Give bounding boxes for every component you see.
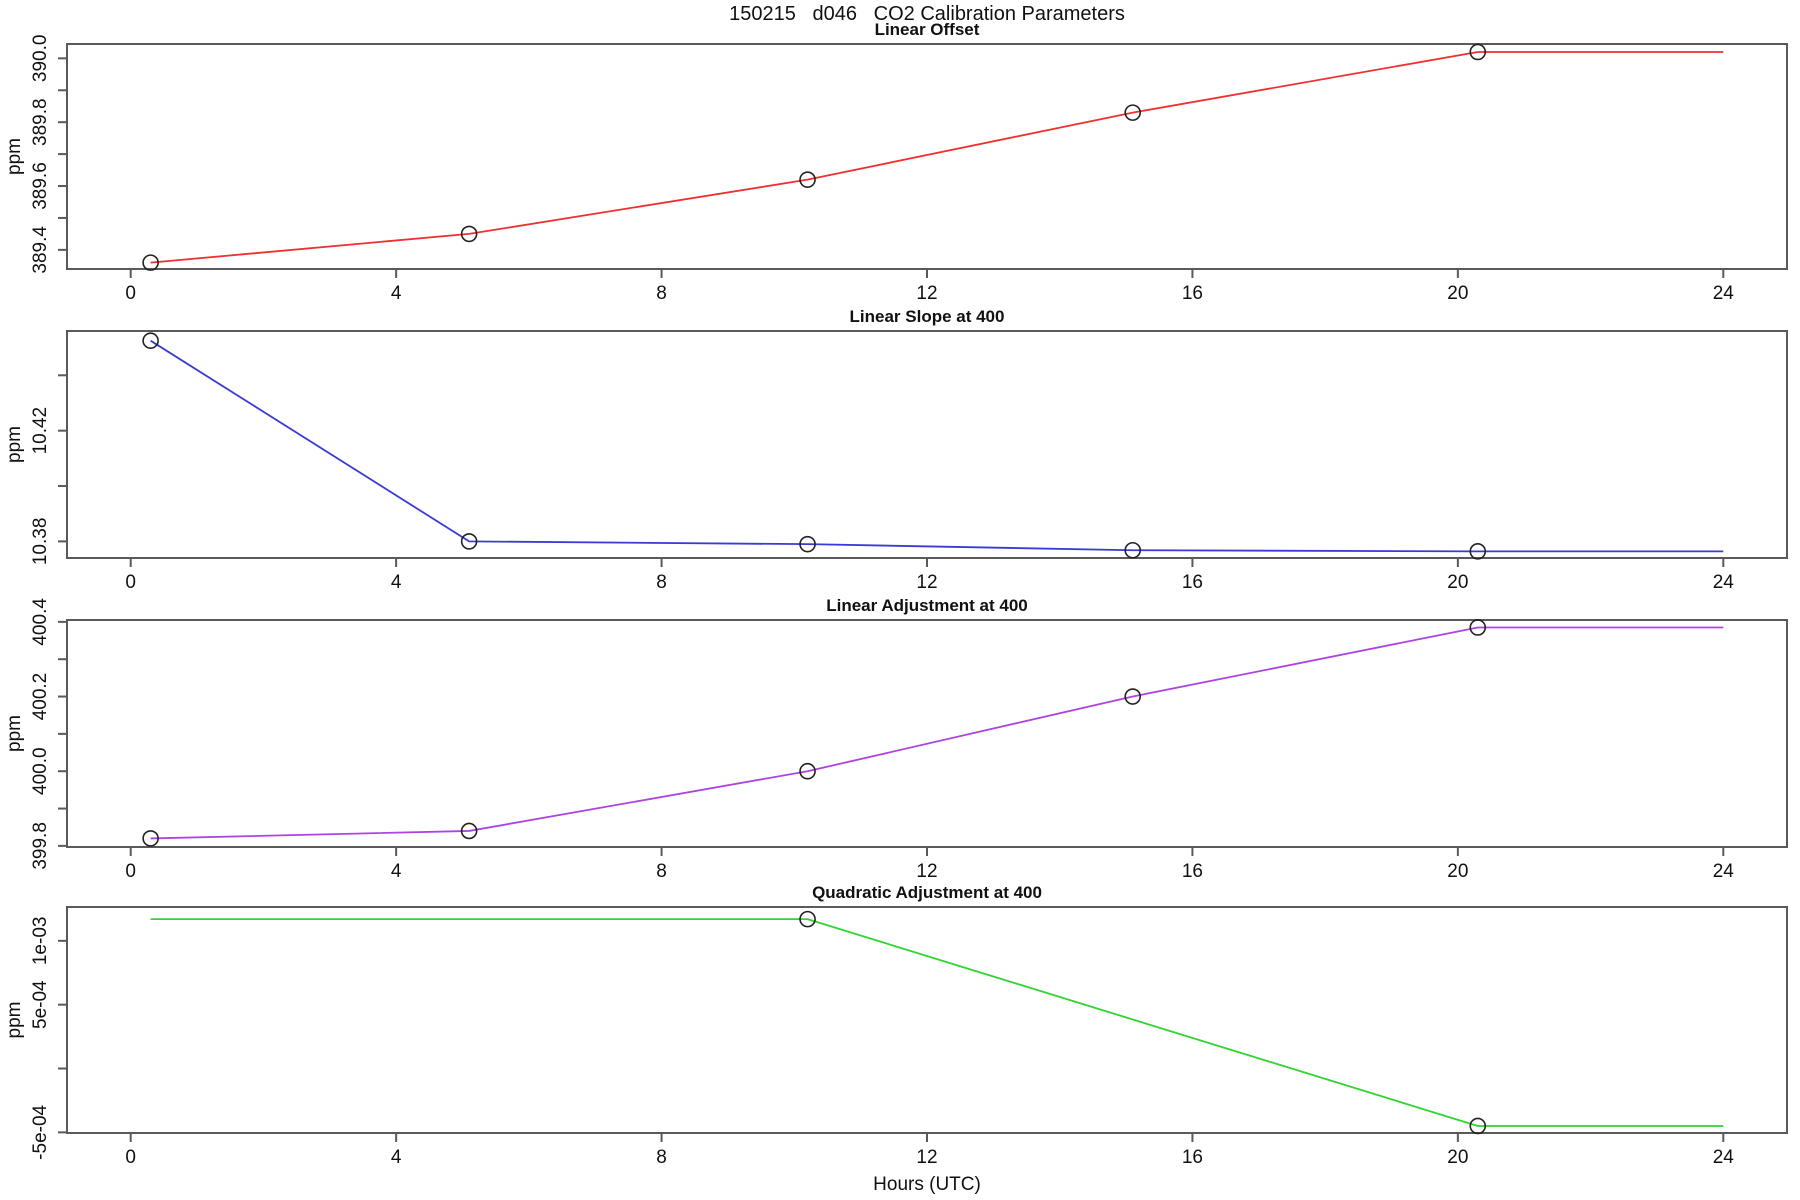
x-tick-label: 12 xyxy=(916,1147,937,1168)
x-tick-label: 24 xyxy=(1713,1147,1735,1168)
x-tick-label: 12 xyxy=(916,861,937,882)
subplot-2: 0 4 8 12 16 20 24 399.8 400.0 400.2 400.4 ppm xyxy=(4,598,1788,882)
y-axis-label: ppm xyxy=(4,1002,25,1039)
data-point-marker xyxy=(460,822,478,840)
y-tick-label: -5e-04 xyxy=(30,1104,51,1159)
x-tick-label: 4 xyxy=(391,572,402,593)
plot-border xyxy=(66,43,1788,270)
data-point-marker xyxy=(460,533,478,550)
y-axis-label: ppm xyxy=(4,426,25,463)
y-axis-label: ppm xyxy=(4,138,25,175)
subplot-title-linear-slope: Linear Slope at 400 xyxy=(849,307,1005,326)
y-tick-label: 10.42 xyxy=(30,407,51,455)
y-tick-label: 389.6 xyxy=(30,162,51,210)
x-tick-label: 20 xyxy=(1447,1147,1468,1168)
data-point-marker xyxy=(1469,43,1487,61)
data-point-marker xyxy=(1124,688,1142,705)
series-line xyxy=(150,626,1724,840)
x-tick-label: 8 xyxy=(656,1147,667,1168)
x-tick-label: 12 xyxy=(916,572,937,593)
x-tick-label: 16 xyxy=(1182,572,1203,593)
data-point-marker xyxy=(799,762,816,780)
subplot-3: 0 4 8 12 16 20 24 -5e-04 5e-04 1e-03 ppm xyxy=(4,906,1788,1168)
y-tick-label: 400.2 xyxy=(30,673,51,721)
data-point-marker xyxy=(1124,104,1142,121)
plot-border xyxy=(66,619,1788,848)
x-tick-label: 0 xyxy=(125,572,136,593)
y-tick-label: 389.8 xyxy=(30,98,51,146)
figure-title: 150215 d046 CO2 Calibration Parameters xyxy=(729,3,1125,25)
data-point-marker xyxy=(142,332,159,349)
x-tick-label: 16 xyxy=(1182,283,1203,304)
data-point-marker xyxy=(1469,543,1487,560)
plot-border xyxy=(66,330,1788,559)
x-tick-label: 20 xyxy=(1447,572,1468,593)
x-tick-label: 4 xyxy=(391,1147,402,1168)
subplot-title-quadratic-adjustment: Quadratic Adjustment at 400 xyxy=(812,883,1042,902)
x-tick-label: 16 xyxy=(1182,861,1203,882)
subplot-0: 0 4 8 12 16 20 24 389.4 389.6 389.8 390.0 ppm xyxy=(4,35,1788,304)
x-tick-label: 24 xyxy=(1713,283,1735,304)
y-tick-label: 10.38 xyxy=(30,518,51,566)
x-tick-label: 24 xyxy=(1713,572,1735,593)
data-point-marker xyxy=(1469,1117,1487,1135)
data-point-marker xyxy=(1469,619,1487,636)
x-tick-label: 0 xyxy=(125,861,136,882)
x-tick-label: 4 xyxy=(391,283,402,304)
y-tick-label: 389.4 xyxy=(30,226,51,274)
y-tick-label: 399.8 xyxy=(30,822,51,870)
y-tick-label: 400.4 xyxy=(30,598,51,646)
data-point-marker xyxy=(799,910,816,928)
x-tick-label: 8 xyxy=(656,283,667,304)
x-tick-label: 20 xyxy=(1447,283,1468,304)
x-axis-label: Hours (UTC) xyxy=(873,1174,981,1195)
data-point-marker xyxy=(460,225,478,243)
series-line xyxy=(150,339,1724,553)
x-tick-label: 4 xyxy=(391,861,402,882)
y-tick-label: 5e-04 xyxy=(30,980,51,1029)
plot-border xyxy=(66,906,1788,1134)
x-tick-label: 12 xyxy=(916,283,937,304)
data-point-marker xyxy=(1124,541,1142,559)
data-point-marker xyxy=(799,535,816,553)
x-tick-label: 16 xyxy=(1182,1147,1203,1168)
data-point-marker xyxy=(142,254,159,271)
x-tick-label: 8 xyxy=(656,572,667,593)
series-line xyxy=(150,918,1724,1127)
y-tick-label: 1e-03 xyxy=(30,917,51,966)
y-axis-label: ppm xyxy=(4,715,25,752)
series-line xyxy=(150,51,1724,264)
subplot-title-linear-adjustment: Linear Adjustment at 400 xyxy=(826,596,1028,615)
y-tick-label: 400.0 xyxy=(30,747,51,795)
subplot-title-linear-offset: Linear Offset xyxy=(874,20,980,39)
x-tick-label: 0 xyxy=(125,283,136,304)
x-tick-label: 0 xyxy=(125,1147,136,1168)
y-tick-label: 390.0 xyxy=(30,35,51,83)
x-tick-label: 8 xyxy=(656,861,667,882)
x-tick-label: 20 xyxy=(1447,861,1468,882)
x-tick-label: 24 xyxy=(1713,861,1735,882)
data-point-marker xyxy=(799,171,816,188)
data-point-marker xyxy=(142,830,159,847)
